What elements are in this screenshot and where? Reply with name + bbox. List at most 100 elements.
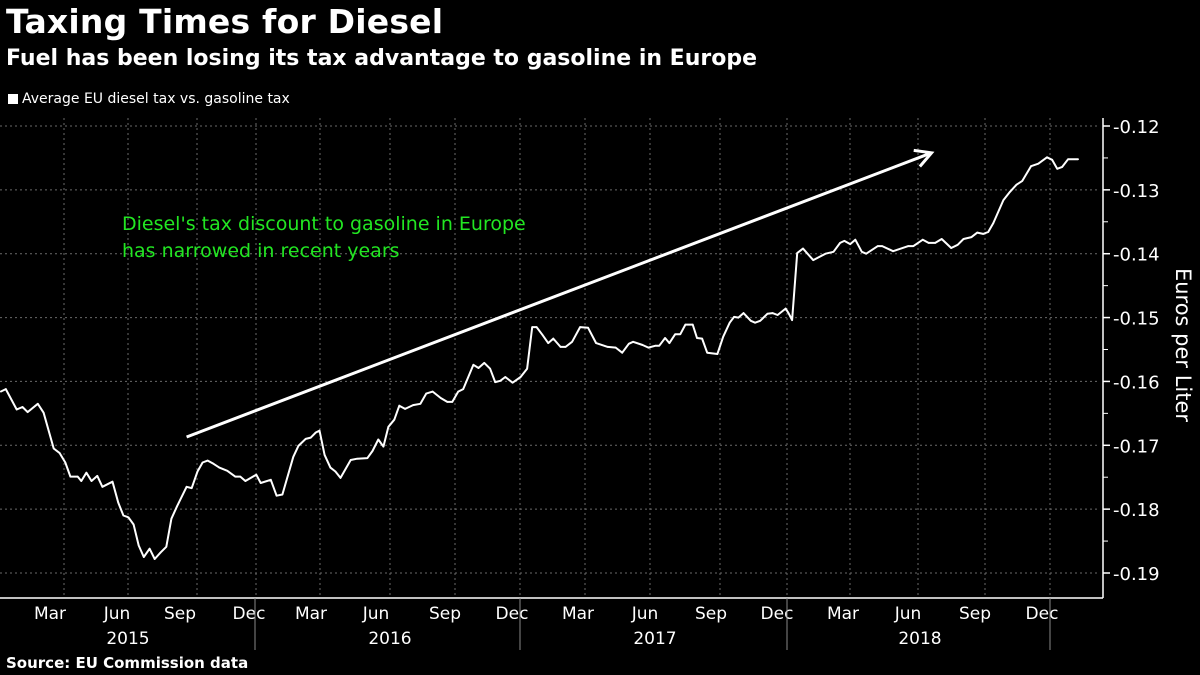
x-tick-label-month: Dec [233,604,266,624]
data-point [366,457,369,459]
x-tick-label-year: 2017 [633,629,676,649]
data-point [148,547,151,550]
data-point [992,222,995,224]
data-point [1056,168,1058,170]
data-point [701,337,703,340]
data-point [234,475,236,478]
data-point [668,342,671,344]
data-point [854,238,857,241]
data-point [559,346,562,348]
data-point [15,408,18,411]
data-point [446,401,449,403]
data-point [733,316,735,318]
data-point [190,487,193,489]
data-point [742,312,745,314]
data-point [621,351,623,354]
data-point [950,247,952,249]
data-point [329,466,332,469]
data-point [976,231,979,234]
annotation-line-1: Diesel's tax discount to gasoline in Eur… [122,213,526,235]
data-point [315,431,317,434]
series [0,156,1079,560]
data-point [226,470,229,472]
data-point [684,323,687,326]
data-point [477,367,480,369]
data-point [52,447,55,450]
y-tick-label: -0.14 [1113,245,1160,266]
data-point [483,362,486,364]
data-point [771,312,774,314]
data-point [90,480,93,482]
data-point [691,323,694,326]
data-point [776,314,779,316]
data-point [832,251,835,253]
data-point [159,551,162,554]
data-point [101,486,104,488]
data-point [1067,158,1069,160]
data-point [196,470,199,473]
data-point [531,326,533,328]
x-tick-label-month: Jun [362,604,390,624]
data-point [1061,166,1063,168]
data-point [571,341,573,343]
data-point [185,486,188,488]
y-tick-label: -0.12 [1113,117,1160,138]
x-tick-label-month: Sep [695,604,727,624]
data-point [552,337,555,340]
data-point [122,514,125,517]
data-point [892,250,894,252]
data-point [304,438,307,440]
y-tick-label: -0.13 [1113,181,1160,202]
data-point [212,463,215,465]
data-point [737,316,740,319]
x-tick-label-year: 2016 [368,629,411,649]
data-point [42,411,45,414]
data-point [377,438,380,441]
data-point [982,233,984,235]
data-point [218,466,221,469]
data-point [922,238,924,241]
data-point [754,321,756,324]
data-point [127,516,130,519]
data-point [275,494,278,497]
data-point [812,259,814,261]
data-point [802,247,804,250]
data-point [206,459,209,462]
x-tick-label-month: Mar [562,604,594,624]
annotation-text: Diesel's tax discount to gasoline in Eur… [122,211,526,265]
y-tick-label: -0.16 [1113,372,1160,393]
data-point [137,544,140,547]
data-point [339,477,342,479]
data-point [462,388,465,390]
data-point [21,406,24,408]
data-point [0,390,2,393]
data-point [1009,191,1011,193]
source-note: Source: EU Commission data [6,654,249,672]
grid [0,118,1100,598]
data-point [451,401,454,403]
data-point [499,380,502,382]
data-point [987,231,989,233]
data-point [504,376,507,378]
data-point [791,319,793,321]
chart-title: Taxing Times for Diesel [6,2,444,41]
data-point [1077,158,1079,160]
y-tick-label: -0.19 [1113,564,1160,585]
data-point [511,381,514,384]
data-point [270,479,272,481]
data-point [1030,165,1032,167]
trend-arrow [186,148,935,439]
data-point [349,459,352,461]
x-tick-label-month: Mar [34,604,66,624]
data-point [759,320,761,322]
data-point [489,367,491,370]
data-point [519,376,522,378]
data-point [1021,180,1024,182]
data-point [76,475,79,478]
arrow-head [913,148,935,168]
data-point [970,236,973,238]
data-point [431,390,434,393]
data-point [310,436,312,439]
x-tick-label-month: Dec [1026,604,1059,624]
data-point [839,242,841,244]
